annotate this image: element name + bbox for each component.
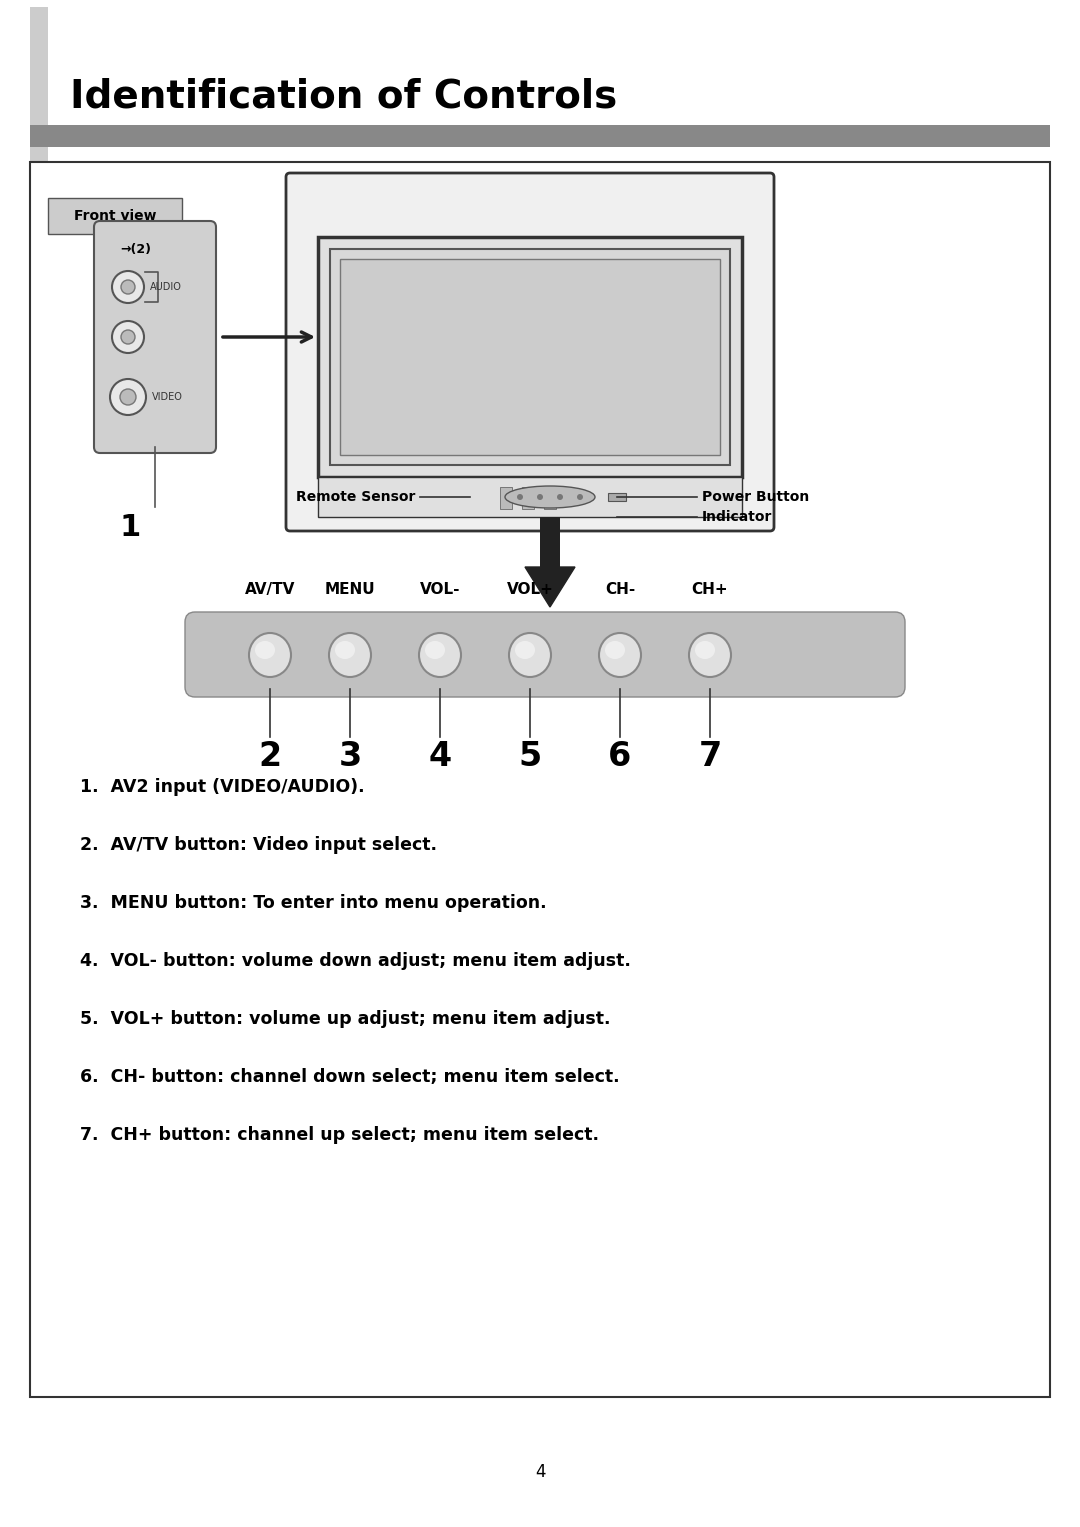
Text: AUDIO: AUDIO <box>150 282 181 292</box>
Polygon shape <box>525 567 575 608</box>
Text: 7.  CH+ button: channel up select; menu item select.: 7. CH+ button: channel up select; menu i… <box>80 1125 599 1144</box>
Text: MENU: MENU <box>325 582 376 597</box>
Bar <box>330 249 730 466</box>
Circle shape <box>557 495 563 499</box>
Text: 7: 7 <box>699 741 721 774</box>
Circle shape <box>112 321 144 353</box>
Bar <box>608 493 626 501</box>
Circle shape <box>110 379 146 415</box>
Text: CH+: CH+ <box>691 582 728 597</box>
Text: 4.  VOL- button: volume down adjust; menu item adjust.: 4. VOL- button: volume down adjust; menu… <box>80 951 631 970</box>
FancyBboxPatch shape <box>48 199 183 234</box>
Text: 4: 4 <box>535 1463 545 1481</box>
Ellipse shape <box>605 641 625 660</box>
Text: 1: 1 <box>120 513 140 542</box>
Ellipse shape <box>515 641 535 660</box>
Ellipse shape <box>426 641 445 660</box>
FancyBboxPatch shape <box>286 173 774 531</box>
Circle shape <box>577 495 583 499</box>
Bar <box>318 476 742 518</box>
Circle shape <box>517 495 523 499</box>
Bar <box>340 260 720 455</box>
Ellipse shape <box>255 641 275 660</box>
Text: Power Button: Power Button <box>702 490 809 504</box>
FancyBboxPatch shape <box>30 8 48 197</box>
Ellipse shape <box>329 634 372 676</box>
Circle shape <box>121 279 135 295</box>
Text: 6.  CH- button: channel down select; menu item select.: 6. CH- button: channel down select; menu… <box>80 1067 620 1086</box>
Text: 2: 2 <box>258 741 282 774</box>
Text: 5: 5 <box>518 741 542 774</box>
Text: 3: 3 <box>338 741 362 774</box>
Text: Remote Sensor: Remote Sensor <box>296 490 415 504</box>
Text: 6: 6 <box>608 741 632 774</box>
Text: →(2): →(2) <box>120 243 151 255</box>
Ellipse shape <box>689 634 731 676</box>
Text: 1.  AV2 input (VIDEO/AUDIO).: 1. AV2 input (VIDEO/AUDIO). <box>80 777 365 796</box>
Circle shape <box>112 270 144 302</box>
Text: Indicator: Indicator <box>702 510 772 524</box>
Ellipse shape <box>505 486 595 508</box>
Bar <box>30 125 1050 147</box>
Text: CH-: CH- <box>605 582 635 597</box>
Bar <box>318 237 742 476</box>
Bar <box>540 518 561 567</box>
Ellipse shape <box>509 634 551 676</box>
Text: Front view: Front view <box>73 209 157 223</box>
Text: VIDEO: VIDEO <box>152 392 183 402</box>
FancyBboxPatch shape <box>30 162 1050 1397</box>
Circle shape <box>120 389 136 405</box>
Bar <box>500 487 512 508</box>
Ellipse shape <box>599 634 642 676</box>
Text: Identification of Controls: Identification of Controls <box>70 78 618 116</box>
Bar <box>544 487 556 508</box>
Text: 4: 4 <box>429 741 451 774</box>
Text: 2.  AV/TV button: Video input select.: 2. AV/TV button: Video input select. <box>80 835 437 854</box>
Circle shape <box>537 495 543 499</box>
Ellipse shape <box>696 641 715 660</box>
Text: 5.  VOL+ button: volume up adjust; menu item adjust.: 5. VOL+ button: volume up adjust; menu i… <box>80 1009 610 1028</box>
Text: VOL-: VOL- <box>420 582 460 597</box>
Ellipse shape <box>249 634 291 676</box>
Ellipse shape <box>335 641 355 660</box>
Text: VOL+: VOL+ <box>507 582 553 597</box>
FancyBboxPatch shape <box>94 221 216 454</box>
Circle shape <box>121 330 135 344</box>
FancyBboxPatch shape <box>185 612 905 696</box>
Bar <box>522 487 534 508</box>
Text: AV/TV: AV/TV <box>245 582 295 597</box>
Ellipse shape <box>419 634 461 676</box>
Text: 3.  MENU button: To enter into menu operation.: 3. MENU button: To enter into menu opera… <box>80 893 546 912</box>
